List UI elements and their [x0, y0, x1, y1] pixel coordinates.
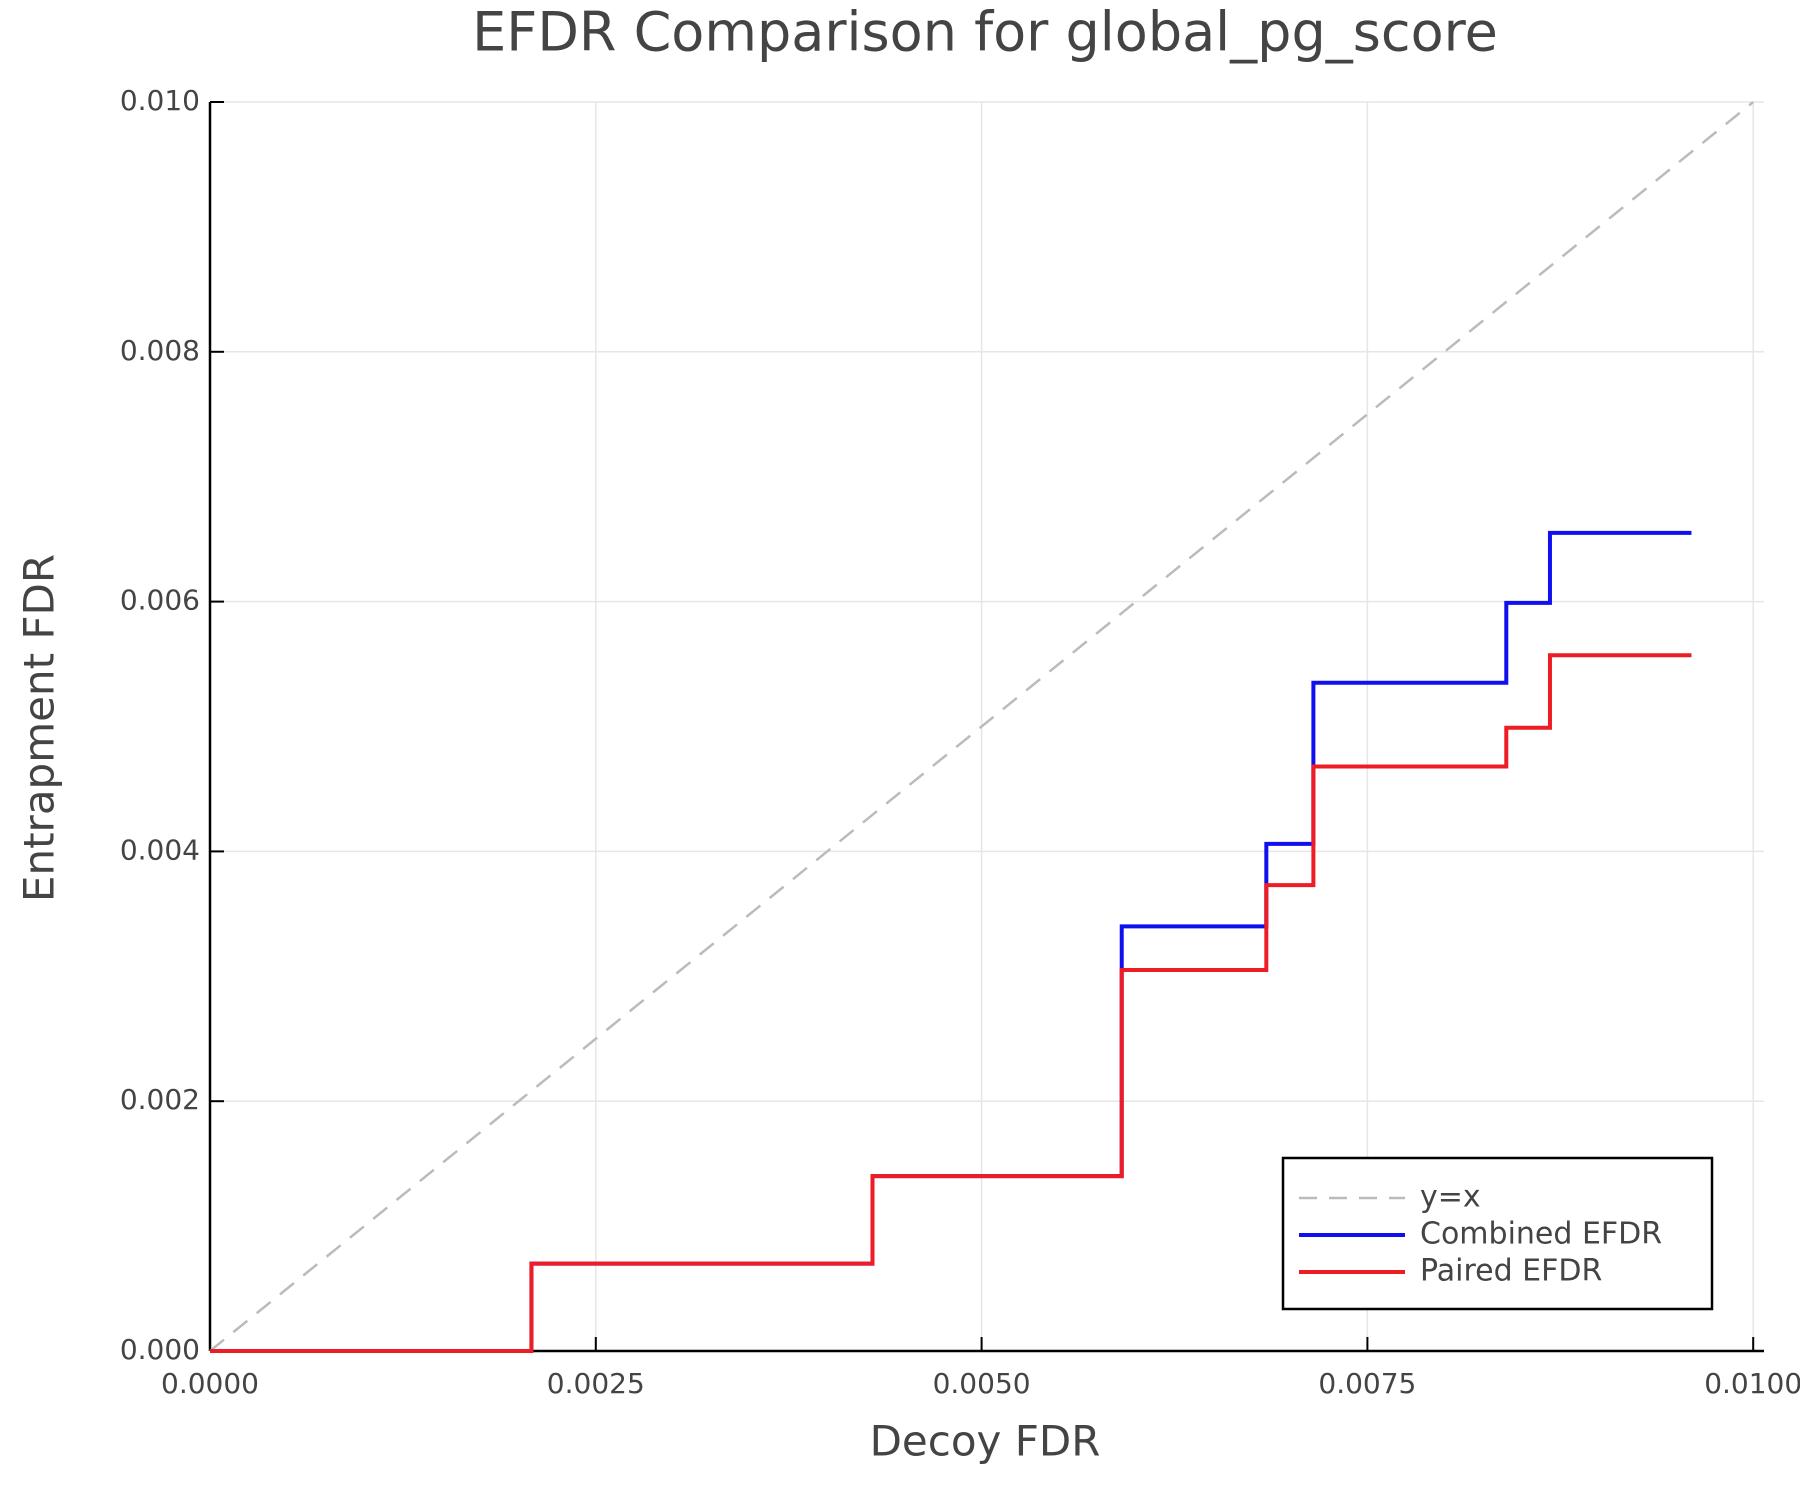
y-tick-label: 0.010	[120, 84, 200, 117]
y-tick-label: 0.008	[120, 334, 200, 367]
x-tick-label: 0.0050	[933, 1367, 1031, 1400]
series-line	[210, 653, 1692, 1353]
x-axis-label: Decoy FDR	[870, 1417, 1101, 1466]
legend-label: y=x	[1420, 1180, 1481, 1215]
chart-title: EFDR Comparison for global_pg_score	[472, 1, 1498, 64]
y-axis-label: Entrapment FDR	[15, 554, 64, 902]
x-tick-label: 0.0075	[1318, 1367, 1416, 1400]
y-tick-label: 0.000	[120, 1333, 200, 1366]
y-tick-label: 0.006	[120, 584, 200, 617]
y-tick-label: 0.002	[120, 1083, 200, 1116]
x-tick-label: 0.0000	[161, 1367, 259, 1400]
series-line	[209, 101, 1754, 1352]
x-tick-label: 0.0100	[1704, 1367, 1800, 1400]
y-tick-label: 0.004	[120, 833, 200, 866]
legend-label: Paired EFDR	[1420, 1254, 1602, 1289]
x-tick-label: 0.0025	[547, 1367, 645, 1400]
legend-label: Combined EFDR	[1420, 1217, 1662, 1252]
